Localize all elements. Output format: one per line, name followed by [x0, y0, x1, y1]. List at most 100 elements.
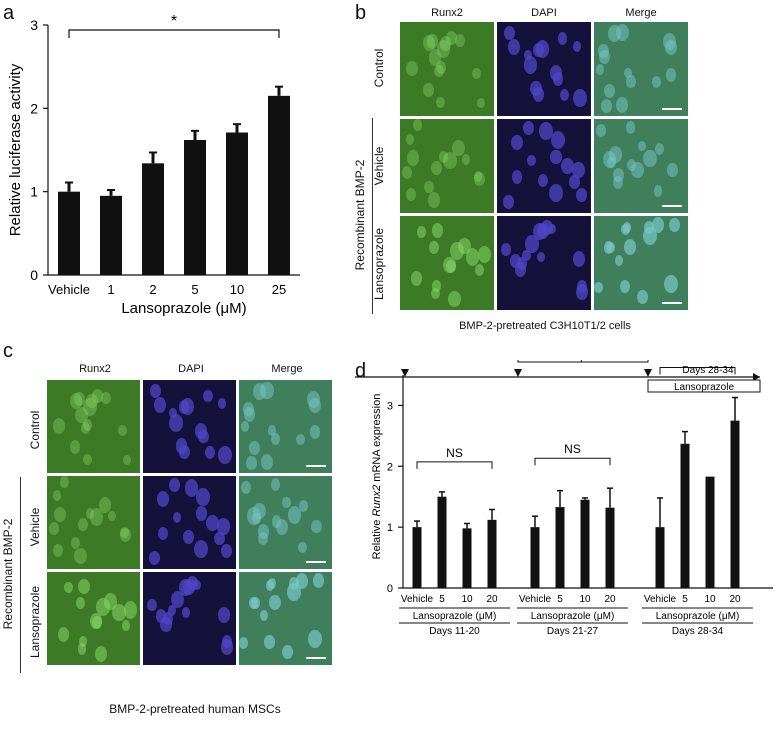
nucleus — [98, 496, 112, 513]
micrograph-dapi-2 — [497, 119, 591, 213]
nucleus — [445, 31, 457, 46]
nucleus — [477, 97, 486, 109]
significance-label: NS — [564, 442, 581, 456]
nucleus — [75, 596, 86, 610]
nucleus — [73, 391, 86, 407]
micrograph-dapi-1 — [143, 380, 236, 473]
nucleus — [298, 499, 309, 512]
caption-c: BMP-2-pretreated human MSCs — [109, 702, 281, 716]
nucleus — [257, 524, 269, 539]
timeline-marker — [401, 369, 409, 377]
bar — [142, 163, 164, 275]
micrograph-merge-1 — [594, 22, 688, 116]
bar — [605, 507, 615, 588]
nucleus — [83, 397, 97, 416]
nucleus — [514, 261, 527, 277]
nucleus — [49, 522, 60, 535]
nucleus — [407, 150, 419, 166]
bar — [580, 499, 590, 588]
nucleus — [108, 510, 117, 522]
nucleus — [572, 251, 586, 268]
nucleus — [525, 235, 539, 253]
nucleus — [313, 573, 325, 589]
nucleus — [428, 49, 442, 66]
nucleus — [218, 398, 227, 410]
nucleus — [75, 406, 89, 424]
col-label-dapi: DAPI — [531, 7, 557, 19]
nucleus — [69, 393, 82, 409]
nucleus — [182, 607, 191, 618]
x-tick-label: 5 — [191, 282, 198, 297]
chart-a: 0 1 2 3 Relative luciferase activity Vehicle 1… — [7, 13, 300, 317]
scale-bar — [306, 657, 326, 659]
drug-label: Lansoprazole — [674, 382, 734, 393]
nucleus — [452, 139, 465, 156]
nucleus — [206, 514, 219, 531]
nucleus — [309, 425, 321, 440]
nucleus — [80, 422, 91, 435]
nucleus — [259, 610, 269, 622]
nucleus — [203, 390, 213, 403]
nucleus — [244, 407, 256, 422]
nucleus — [118, 425, 127, 437]
bar — [487, 519, 497, 588]
chart-d: 0 1 2 3 Relative Runx2 mRNA expression Vehicl… — [355, 360, 773, 637]
nucleus — [260, 453, 274, 470]
nucleus — [508, 39, 521, 55]
y-axis-label: Relative Runx2 mRNA expression — [371, 394, 383, 560]
nucleus — [269, 595, 281, 611]
nucleus — [265, 579, 275, 592]
nucleus — [510, 134, 523, 151]
nucleus — [82, 418, 93, 432]
nucleus — [473, 170, 483, 182]
nucleus — [154, 397, 166, 413]
nucleus — [178, 444, 190, 459]
nucleus — [557, 32, 568, 45]
panel-letter-a: a — [3, 2, 15, 24]
row-label-lansoprazole: Lansoprazole — [372, 227, 386, 301]
scale-bar — [662, 108, 682, 110]
nucleus — [70, 440, 81, 454]
nucleus — [527, 155, 536, 167]
nucleus — [448, 291, 461, 308]
nucleus — [462, 154, 471, 165]
y-tick-label: 3 — [387, 400, 393, 412]
nucleus — [615, 96, 629, 113]
row-label-vehicle: Vehicle — [372, 146, 386, 186]
nucleus — [477, 245, 492, 264]
nucleus — [439, 151, 448, 163]
nucleus — [170, 591, 185, 609]
panel-letter-c: c — [3, 340, 13, 362]
nucleus — [183, 530, 194, 544]
nucleus — [264, 634, 275, 649]
nucleus — [427, 191, 441, 208]
nucleus — [217, 606, 231, 623]
nucleus — [537, 223, 550, 239]
bar — [555, 507, 565, 588]
timeline-label: Days 28-34 — [682, 365, 734, 376]
scale-bar — [662, 302, 682, 304]
panel-letter-b: b — [355, 2, 367, 24]
nucleus — [307, 391, 321, 409]
row-label-vehicle: Vehicle — [28, 507, 42, 547]
micrograph-runx2-2 — [47, 476, 140, 569]
bar — [184, 140, 206, 275]
nucleus — [539, 121, 553, 140]
nucleus — [406, 187, 417, 201]
nucleus — [465, 248, 480, 266]
nucleus — [625, 121, 636, 134]
bar — [530, 527, 540, 588]
nucleus — [78, 635, 88, 647]
nucleus — [619, 279, 631, 294]
nucleus — [406, 60, 419, 77]
nucleus — [96, 597, 111, 616]
group-name: Days 11-20 — [429, 626, 480, 637]
nucleus — [523, 56, 538, 75]
significance-label: * — [695, 360, 701, 367]
nucleus — [642, 227, 657, 245]
nucleus — [268, 425, 277, 436]
nucleus — [427, 33, 439, 49]
significance-label: * — [171, 13, 177, 30]
nucleus — [604, 83, 616, 98]
nucleus — [663, 274, 678, 293]
